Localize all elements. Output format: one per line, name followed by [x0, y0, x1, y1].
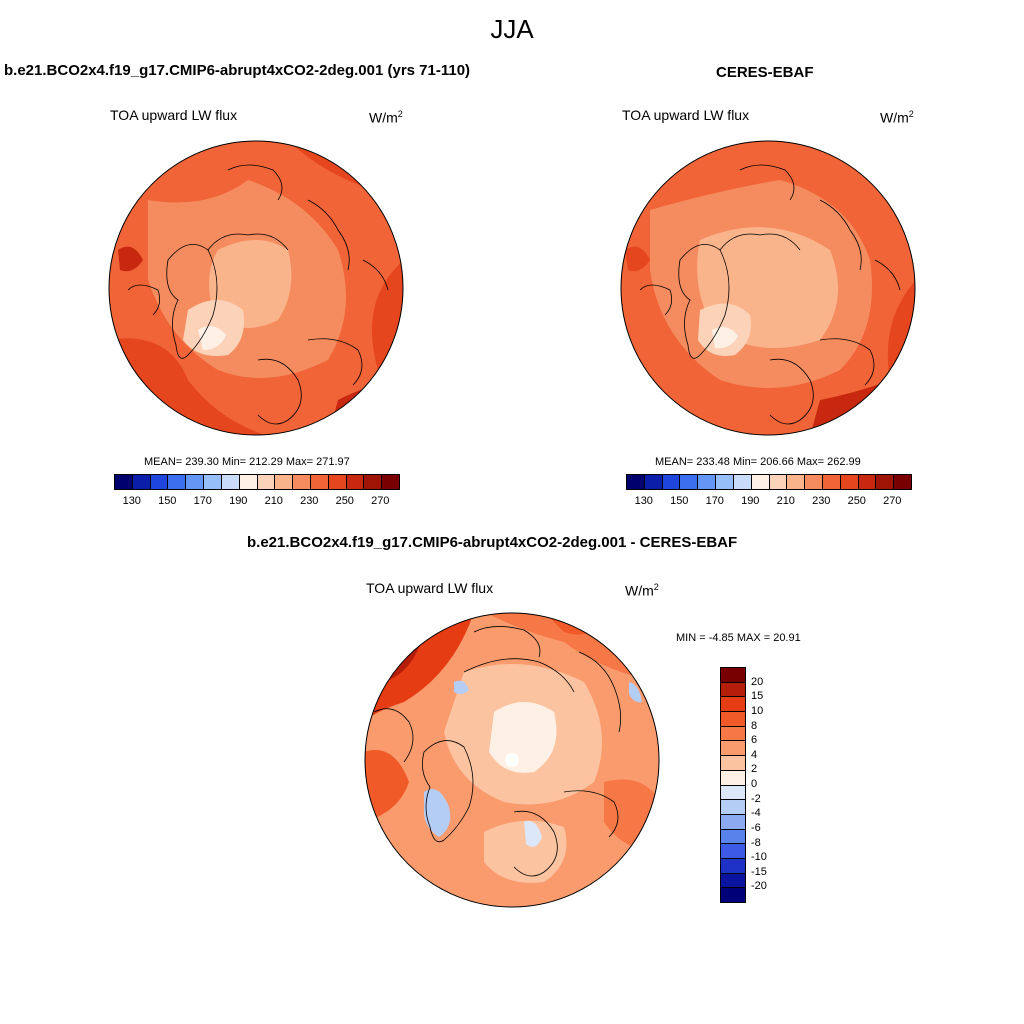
panel3-colorbar — [720, 667, 746, 903]
panel2-polar-map — [620, 140, 916, 436]
panel3-colorbar-labels: 20 15 10 8 6 4 2 0 -2 -4 -6 -8 -10 -15 -20 — [751, 667, 791, 901]
colorbar-tick-label: 150 — [670, 495, 689, 507]
panel1-colorbar — [114, 474, 400, 490]
figure-title: JJA — [490, 14, 534, 44]
panel2-title: CERES-EBAF — [716, 64, 814, 81]
colorbar-tick-label: 170 — [193, 495, 212, 507]
panel3-stats: MIN = -4.85 MAX = 20.91 — [676, 632, 801, 644]
colorbar-tick-label: 270 — [883, 495, 902, 507]
colorbar-tick-label: 230 — [300, 495, 319, 507]
colorbar-tick-label: -2 — [751, 792, 761, 805]
colorbar-tick-label: -8 — [751, 836, 761, 849]
colorbar-swatch — [382, 475, 399, 489]
panel2-stats: MEAN= 233.48 Min= 206.66 Max= 262.99 — [655, 456, 861, 468]
colorbar-swatch — [275, 475, 294, 489]
panel1-polar-map — [108, 140, 404, 436]
colorbar-swatch — [310, 475, 329, 489]
colorbar-swatch — [186, 475, 205, 489]
colorbar-tick-label: 210 — [264, 495, 283, 507]
colorbar-swatch — [721, 800, 745, 815]
colorbar-tick-label: 2 — [751, 763, 758, 776]
colorbar-swatch — [221, 475, 240, 489]
colorbar-swatch — [787, 475, 806, 489]
colorbar-swatch — [662, 475, 681, 489]
colorbar-swatch — [716, 475, 734, 489]
panel1-units: W/m2 — [369, 109, 403, 126]
panel3-variable: TOA upward LW flux — [366, 580, 494, 596]
colorbar-swatch — [840, 475, 859, 489]
colorbar-swatch — [805, 475, 823, 489]
colorbar-swatch — [721, 770, 745, 786]
colorbar-tick-label: 6 — [751, 734, 758, 747]
colorbar-tick-label: 130 — [122, 495, 141, 507]
colorbar-swatch — [293, 475, 311, 489]
colorbar-swatch — [721, 756, 745, 771]
colorbar-swatch — [644, 475, 663, 489]
panel3-polar-map — [364, 612, 660, 908]
colorbar-swatch — [698, 475, 717, 489]
colorbar-tick-label: 170 — [705, 495, 724, 507]
colorbar-swatch — [721, 888, 745, 902]
colorbar-swatch — [721, 814, 745, 830]
colorbar-tick-label: -6 — [751, 821, 761, 834]
colorbar-tick-label: -4 — [751, 807, 761, 820]
panel1-title: b.e21.BCO2x4.f19_g17.CMIP6-abrupt4xCO2-2… — [4, 62, 471, 79]
colorbar-swatch — [132, 475, 151, 489]
colorbar-swatch — [680, 475, 699, 489]
colorbar-swatch — [721, 741, 745, 757]
colorbar-swatch — [721, 682, 745, 698]
colorbar-tick-label: 190 — [229, 495, 248, 507]
colorbar-tick-label: 210 — [776, 495, 795, 507]
colorbar-swatch — [894, 475, 911, 489]
colorbar-swatch — [721, 858, 745, 874]
colorbar-tick-label: -20 — [751, 880, 767, 893]
colorbar-swatch — [721, 844, 745, 859]
colorbar-swatch — [769, 475, 788, 489]
colorbar-swatch — [721, 873, 745, 889]
colorbar-tick-label: 4 — [751, 748, 758, 761]
colorbar-tick-label: 15 — [751, 690, 764, 703]
colorbar-swatch — [115, 475, 133, 489]
colorbar-swatch — [204, 475, 222, 489]
colorbar-tick-label: 150 — [158, 495, 177, 507]
colorbar-swatch — [721, 697, 745, 713]
colorbar-swatch — [721, 668, 745, 683]
colorbar-tick-label: 270 — [371, 495, 390, 507]
colorbar-swatch — [721, 712, 745, 727]
colorbar-swatch — [721, 829, 745, 845]
panel3-units: W/m2 — [625, 582, 659, 599]
colorbar-swatch — [364, 475, 383, 489]
colorbar-swatch — [257, 475, 276, 489]
colorbar-tick-label: 250 — [847, 495, 866, 507]
panel3-title: b.e21.BCO2x4.f19_g17.CMIP6-abrupt4xCO2-2… — [247, 534, 738, 551]
panel1-stats: MEAN= 239.30 Min= 212.29 Max= 271.97 — [144, 456, 350, 468]
panel1-variable: TOA upward LW flux — [110, 107, 238, 123]
colorbar-swatch — [721, 726, 745, 742]
colorbar-tick-label: 10 — [751, 704, 764, 717]
colorbar-swatch — [721, 785, 745, 801]
colorbar-tick-label: -10 — [751, 851, 767, 864]
colorbar-tick-label: 250 — [335, 495, 354, 507]
colorbar-tick-label: 130 — [634, 495, 653, 507]
colorbar-swatch — [150, 475, 169, 489]
panel2-variable: TOA upward LW flux — [622, 107, 750, 123]
colorbar-tick-label: 20 — [751, 675, 764, 688]
colorbar-swatch — [858, 475, 877, 489]
panel2-units: W/m2 — [880, 109, 914, 126]
colorbar-tick-label: 190 — [741, 495, 760, 507]
colorbar-swatch — [751, 475, 770, 489]
colorbar-swatch — [239, 475, 258, 489]
colorbar-swatch — [733, 475, 752, 489]
colorbar-tick-label: 0 — [751, 778, 758, 790]
colorbar-tick-label: -15 — [751, 865, 767, 878]
colorbar-swatch — [876, 475, 895, 489]
colorbar-swatch — [822, 475, 841, 489]
colorbar-tick-label: 230 — [812, 495, 831, 507]
colorbar-swatch — [168, 475, 187, 489]
colorbar-swatch — [328, 475, 347, 489]
colorbar-swatch — [346, 475, 365, 489]
panel2-colorbar — [626, 474, 912, 490]
colorbar-tick-label: 8 — [751, 719, 758, 732]
colorbar-swatch — [627, 475, 645, 489]
